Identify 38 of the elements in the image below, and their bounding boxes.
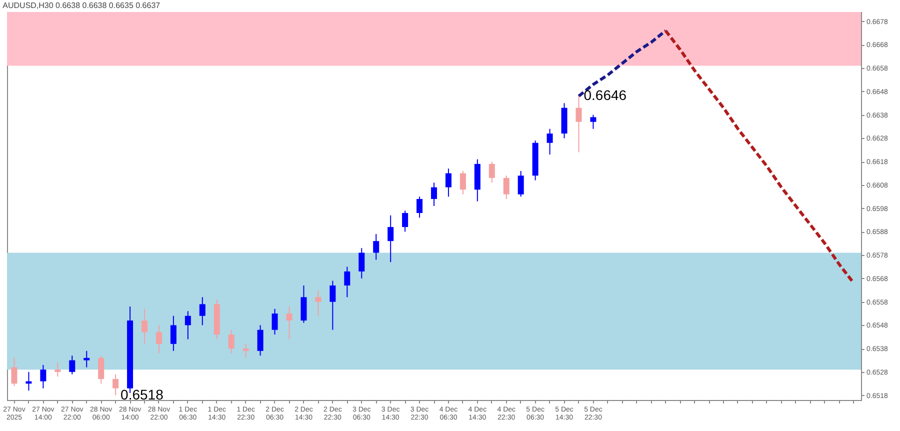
chart-title: AUDUSD,H30 0.6638 0.6638 0.6635 0.6637: [2, 1, 161, 10]
candlestick: [199, 296, 206, 326]
candlestick: [69, 355, 76, 375]
candlestick: [330, 280, 336, 330]
candlestick: [546, 128, 553, 156]
candlestick: [228, 329, 234, 354]
candlestick: [344, 266, 350, 298]
candlestick: [184, 310, 191, 340]
candlestick: [402, 210, 408, 232]
candlestick: [98, 355, 104, 384]
candlestick: [315, 290, 322, 316]
candlestick: [257, 324, 264, 356]
candlestick: [272, 308, 278, 336]
candlestick: [488, 161, 495, 184]
candlestick: [156, 324, 162, 354]
candlestick: [54, 362, 61, 378]
candlestick: [142, 308, 148, 344]
candlestick: [84, 350, 90, 368]
candlestick: [388, 214, 394, 263]
candlestick: [242, 343, 249, 358]
candlestick: [416, 196, 423, 218]
annotation: 0.6646: [584, 87, 627, 104]
candlestick: [590, 114, 596, 130]
candlestick: [112, 374, 119, 396]
candlestick: [40, 364, 46, 389]
candlestick: [373, 234, 380, 260]
candlestick: [460, 170, 466, 195]
candlestick: [503, 175, 510, 200]
candlestick: [300, 284, 307, 324]
candlestick: [431, 182, 437, 206]
candlestick: [170, 315, 176, 352]
candlestick: [286, 306, 292, 340]
candlestick: [445, 168, 452, 198]
candlestick: [518, 170, 524, 198]
annotation: 0.6518: [120, 386, 164, 402]
candlestick: [11, 357, 18, 386]
candlestick: [358, 248, 365, 279]
candlestick: [576, 96, 582, 153]
